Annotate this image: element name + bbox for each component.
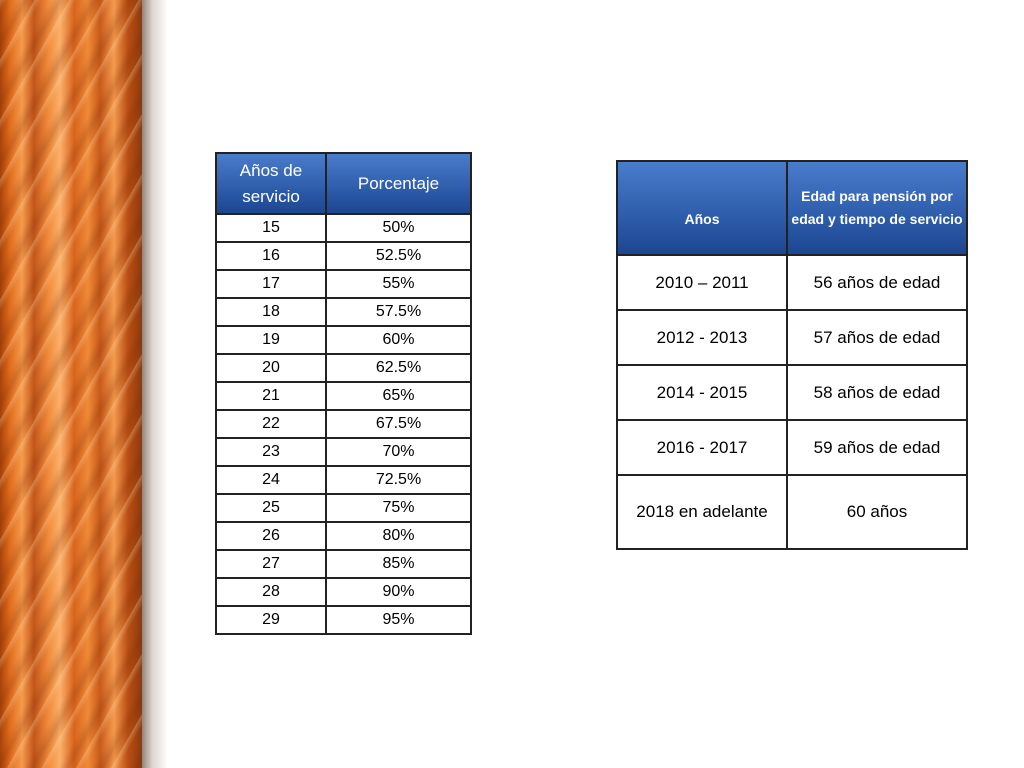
cell-years: 18 [215, 297, 327, 327]
table-row: 2012 - 2013 57 años de edad [616, 309, 968, 366]
cell-percentage: 90% [325, 577, 472, 607]
table-row: 25 75% [215, 493, 472, 523]
cell-years: 19 [215, 325, 327, 355]
table-row: 20 62.5% [215, 353, 472, 383]
curtain-shadow [142, 0, 168, 768]
table-row: 22 67.5% [215, 409, 472, 439]
cell-age: 57 años de edad [786, 309, 968, 366]
table-row: 2016 - 2017 59 años de edad [616, 419, 968, 476]
cell-years: 20 [215, 353, 327, 383]
cell-period: 2014 - 2015 [616, 364, 788, 421]
table-row: 17 55% [215, 269, 472, 299]
cell-years: 22 [215, 409, 327, 439]
cell-years: 25 [215, 493, 327, 523]
cell-period: 2016 - 2017 [616, 419, 788, 476]
cell-percentage: 57.5% [325, 297, 472, 327]
cell-age: 60 años [786, 474, 968, 550]
cell-percentage: 55% [325, 269, 472, 299]
cell-years: 23 [215, 437, 327, 467]
cell-years: 26 [215, 521, 327, 551]
header-years: Años [616, 160, 788, 256]
cell-years: 24 [215, 465, 327, 495]
table-row: 19 60% [215, 325, 472, 355]
cell-percentage: 65% [325, 381, 472, 411]
cell-percentage: 50% [325, 213, 472, 243]
table-row: 2018 en adelante 60 años [616, 474, 968, 550]
table-row: 2014 - 2015 58 años de edad [616, 364, 968, 421]
cell-period: 2010 – 2011 [616, 254, 788, 311]
header-pension-age: Edad para pensión por edad y tiempo de s… [786, 160, 968, 256]
cell-age: 59 años de edad [786, 419, 968, 476]
cell-percentage: 70% [325, 437, 472, 467]
cell-percentage: 67.5% [325, 409, 472, 439]
cell-years: 28 [215, 577, 327, 607]
cell-age: 58 años de edad [786, 364, 968, 421]
table-header-row: Años de servicio Porcentaje [215, 152, 472, 215]
cell-period: 2018 en adelante [616, 474, 788, 550]
table-header-row: Años Edad para pensión por edad y tiempo… [616, 160, 968, 256]
cell-years: 17 [215, 269, 327, 299]
cell-percentage: 85% [325, 549, 472, 579]
table-row: 28 90% [215, 577, 472, 607]
table-row: 15 50% [215, 213, 472, 243]
pension-age-table: Años Edad para pensión por edad y tiempo… [616, 160, 968, 550]
table-row: 16 52.5% [215, 241, 472, 271]
curtain-background [0, 0, 142, 768]
cell-percentage: 72.5% [325, 465, 472, 495]
cell-percentage: 95% [325, 605, 472, 635]
table-row: 21 65% [215, 381, 472, 411]
table-row: 2010 – 2011 56 años de edad [616, 254, 968, 311]
table-row: 18 57.5% [215, 297, 472, 327]
cell-years: 21 [215, 381, 327, 411]
table-row: 27 85% [215, 549, 472, 579]
cell-percentage: 80% [325, 521, 472, 551]
table-row: 24 72.5% [215, 465, 472, 495]
service-years-table: Años de servicio Porcentaje 15 50% 16 52.5… [215, 152, 472, 635]
cell-years: 16 [215, 241, 327, 271]
cell-percentage: 62.5% [325, 353, 472, 383]
header-years-of-service: Años de servicio [215, 152, 327, 215]
cell-period: 2012 - 2013 [616, 309, 788, 366]
cell-percentage: 60% [325, 325, 472, 355]
header-percentage: Porcentaje [325, 152, 472, 215]
cell-years: 29 [215, 605, 327, 635]
table-row: 23 70% [215, 437, 472, 467]
cell-percentage: 75% [325, 493, 472, 523]
cell-percentage: 52.5% [325, 241, 472, 271]
cell-years: 15 [215, 213, 327, 243]
table-row: 29 95% [215, 605, 472, 635]
cell-years: 27 [215, 549, 327, 579]
cell-age: 56 años de edad [786, 254, 968, 311]
table-row: 26 80% [215, 521, 472, 551]
